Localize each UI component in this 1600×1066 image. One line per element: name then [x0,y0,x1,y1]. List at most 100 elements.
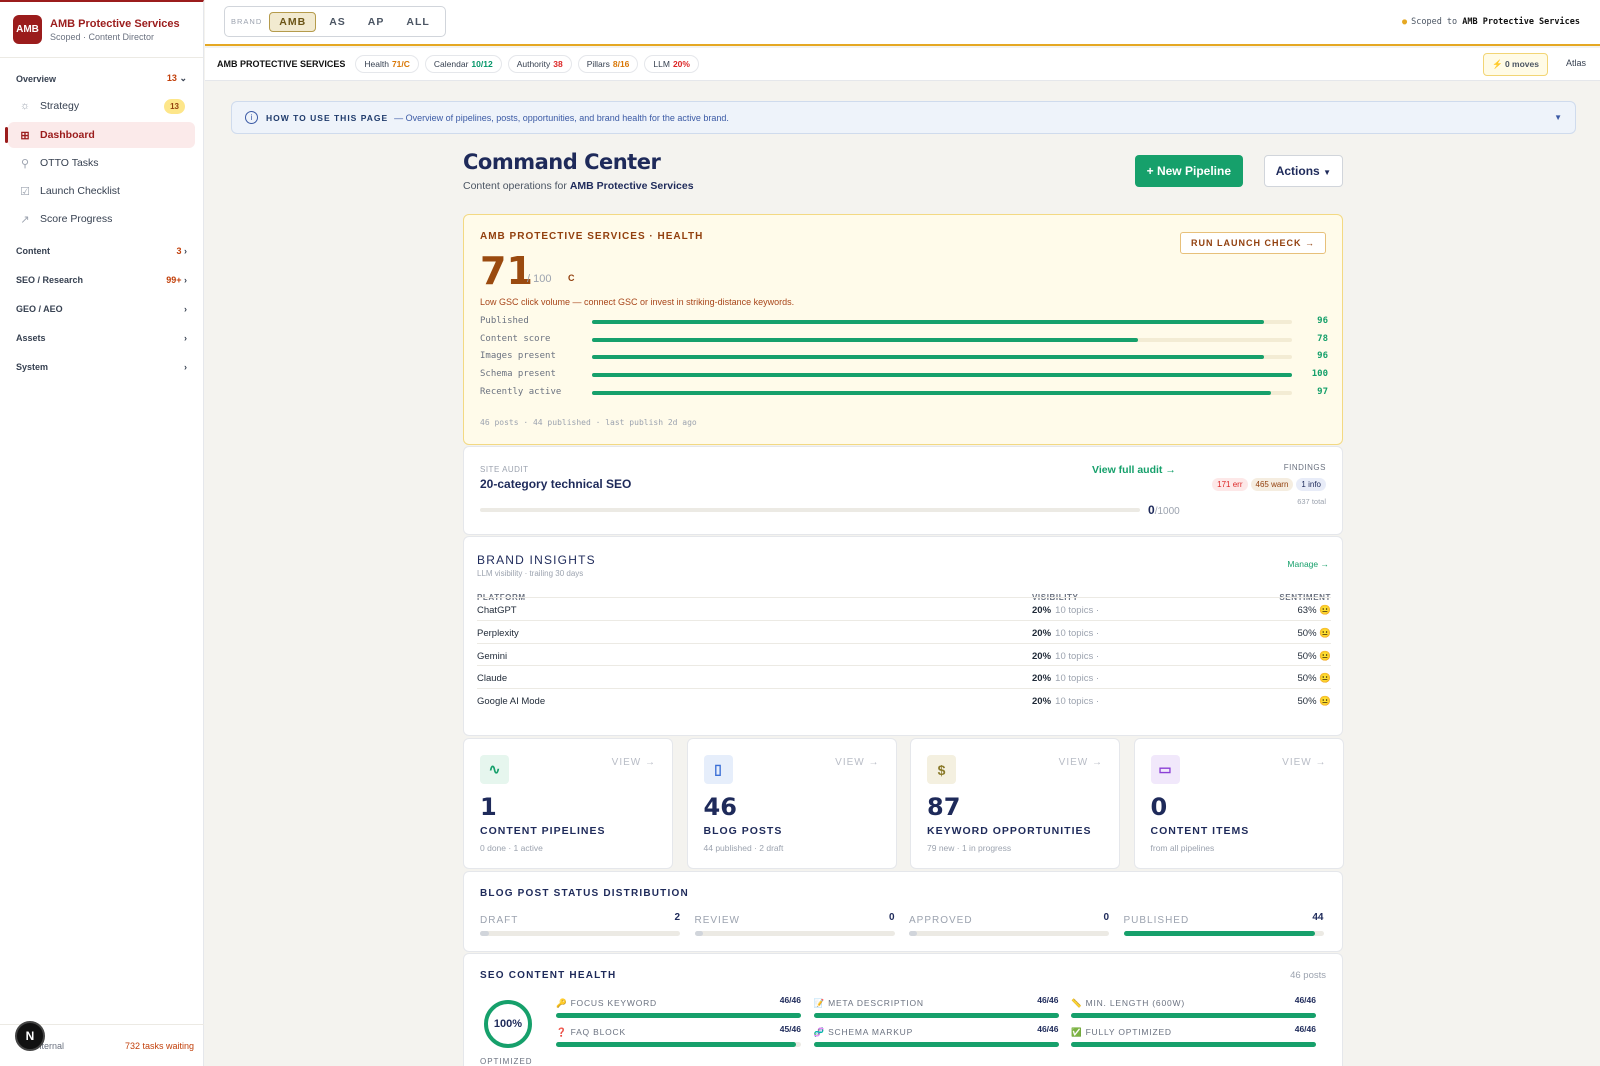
keyword-opportunities-card[interactable]: $ VIEW → 87 KEYWORD OPPORTUNITIES 79 new… [910,738,1120,869]
nav-section-content[interactable]: Content 3 › [0,236,203,265]
chip-value: 20% [672,59,690,69]
brand-button-ap[interactable]: AP [367,15,385,28]
seo-metric-label: FAQ BLOCK [570,1027,626,1037]
brand-button-as[interactable]: AS [329,15,346,28]
stat-number: 0 [1150,793,1168,821]
moves-button[interactable]: ⚡ 0 moves [1483,53,1548,76]
insights-row[interactable]: ChatGPT 10 topics · 20% 63% 😐 [477,597,1331,620]
seo-metric-bar-fill [556,1042,796,1047]
chip-health[interactable]: Health 71/C [355,55,419,73]
actions-dropdown[interactable]: Actions ▼ [1263,155,1343,187]
chip-authority[interactable]: Authority 38 [507,55,572,73]
seo-metric-meta-description: 📝 META DESCRIPTION 46/46 [813,995,1059,1018]
stat-subtitle: from all pipelines [1150,843,1215,853]
scope-prefix: Scoped to [1411,17,1458,27]
status-bar [480,931,680,936]
seo-metric-icon: 📝 [813,998,825,1008]
sidebar-item-dashboard[interactable]: ⊞ Dashboard [5,122,195,148]
site-audit-card: SITE AUDIT 20-category technical SEO Vie… [463,446,1343,535]
insights-row[interactable]: Google AI Mode 10 topics · 20% 50% 😐 [477,688,1331,711]
view-link[interactable]: VIEW → [1282,757,1327,768]
topics-count: 10 topics · [1055,605,1099,616]
insights-row[interactable]: Gemini 10 topics · 20% 50% 😐 [477,642,1331,666]
chip-llm[interactable]: LLM 20% [644,55,699,73]
nav-section-geo-aeo[interactable]: GEO / AEO › [0,294,203,323]
brand-subtitle: Scoped · Content Director [50,31,155,42]
seo-metric-icon: 🔑 [556,998,568,1008]
nav-section-count: 99+ [166,274,182,285]
view-link[interactable]: VIEW → [611,757,656,768]
brand-button-all[interactable]: ALL [406,15,430,28]
seo-metric-bar [813,1013,1059,1018]
view-link[interactable]: VIEW → [835,757,880,768]
run-launch-check-button[interactable]: RUN LAUNCH CHECK → [1180,232,1326,254]
nav-section-assets[interactable]: Assets › [0,323,203,352]
lightning-icon: ⚡ [1492,59,1503,69]
status-count: 44 [1312,912,1324,923]
nav-section-overview[interactable]: Overview 13 ⌄ [0,64,203,93]
seo-metric-schema-markup: 🧬 SCHEMA MARKUP 46/46 [813,1024,1059,1047]
scope-brand: AMB Protective Services [1462,17,1580,27]
chip-value: 71/C [391,59,410,69]
status-count: 0 [888,912,895,923]
findings-total: 637 total [1297,497,1326,506]
health-message: Low GSC click volume — connect GSC or in… [480,297,795,307]
blog-posts-card[interactable]: ▯ VIEW → 46 BLOG POSTS 44 published · 2 … [686,738,897,869]
seo-metric-label: MIN. LENGTH (600W) [1085,998,1185,1008]
tasks-waiting-link[interactable]: 732 tasks waiting [124,1040,194,1051]
manage-link[interactable]: Manage → [1287,559,1329,569]
sidebar-item-launch-checklist[interactable]: ☑ Launch Checklist [8,178,195,204]
seo-metric-icon: ✅ [1071,1027,1083,1037]
atlas-link[interactable]: Atlas [1565,58,1586,68]
stat-subtitle: 44 published · 2 draft [703,843,784,853]
how-to-banner[interactable]: i HOW TO USE THIS PAGE — Overview of pip… [231,101,1576,134]
sidebar-item-otto-tasks[interactable]: ⚲ OTTO Tasks [8,150,195,176]
audit-progress-bar [480,508,1140,512]
seo-metric-faq-block: ❓ FAQ BLOCK 45/46 [556,1024,801,1047]
insights-row[interactable]: Perplexity 10 topics · 20% 50% 😐 [477,619,1331,643]
metric-value: 96 [1317,351,1328,362]
nav-section-label: GEO / AEO [16,303,63,314]
seo-metric-bar [556,1013,801,1018]
audit-progress-count: 0 [1148,503,1155,517]
findings-warn-badge: 465 warn [1250,478,1294,491]
dollar-icon: $ [927,755,956,784]
nav-section-count: 3 [176,245,182,256]
platform-name: ChatGPT [477,605,517,616]
brand-switcher-label: BRAND [231,17,263,26]
chevron-down-icon: ▼ [1554,113,1562,122]
view-link[interactable]: VIEW → [1058,757,1103,768]
new-pipeline-button[interactable]: + New Pipeline [1134,155,1243,187]
chip-calendar[interactable]: Calendar 10/12 [424,55,502,73]
nav-section-seo-research[interactable]: SEO / Research 99+ › [0,265,203,294]
insights-row[interactable]: Claude 10 topics · 20% 50% 😐 [477,665,1331,688]
sidebar-item-strategy[interactable]: ☼ Strategy 13 [8,93,195,119]
nav-section-system[interactable]: System › [0,352,203,381]
actions-label: Actions [1275,164,1320,178]
stat-label: KEYWORD OPPORTUNITIES [927,825,1092,837]
seo-metric-label: SCHEMA MARKUP [828,1027,914,1037]
banner-heading: HOW TO USE THIS PAGE [266,112,389,123]
nav-section-count: 13 [166,73,177,83]
seo-metric-label: META DESCRIPTION [828,998,924,1008]
brand-button-amb[interactable]: AMB [269,11,317,32]
chip-pillars[interactable]: Pillars 8/16 [577,55,639,73]
sidebar-brand[interactable]: AMB AMB Protective Services Scoped · Con… [0,2,203,58]
chip-value: 8/16 [612,59,630,69]
stat-subtitle: 0 done · 1 active [480,843,543,853]
content-items-card[interactable]: ▭ VIEW → 0 CONTENT ITEMS from all pipeli… [1133,738,1344,869]
seo-metric-bar-fill [556,1013,801,1018]
stat-subtitle: 79 new · 1 in progress [927,843,1012,853]
status-bar-fill [909,931,917,936]
sentiment-value: 50% 😐 [1297,650,1331,662]
sidebar-item-score-progress[interactable]: ↗ Score Progress [8,206,195,232]
status-approved: APPROVED 0 [909,912,1109,936]
metric-label: Published [480,316,529,326]
dev-tools-button[interactable]: N [15,1021,45,1051]
metric-label: Images present [480,351,556,362]
chevron-down-icon: ⌄ [179,73,187,83]
content-pipelines-card[interactable]: ∿ VIEW → 1 CONTENT PIPELINES 0 done · 1 … [463,738,673,869]
chip-value: 10/12 [471,59,493,69]
view-full-audit-link[interactable]: View full audit → [1092,464,1176,476]
metric-value: 100 [1311,369,1328,380]
